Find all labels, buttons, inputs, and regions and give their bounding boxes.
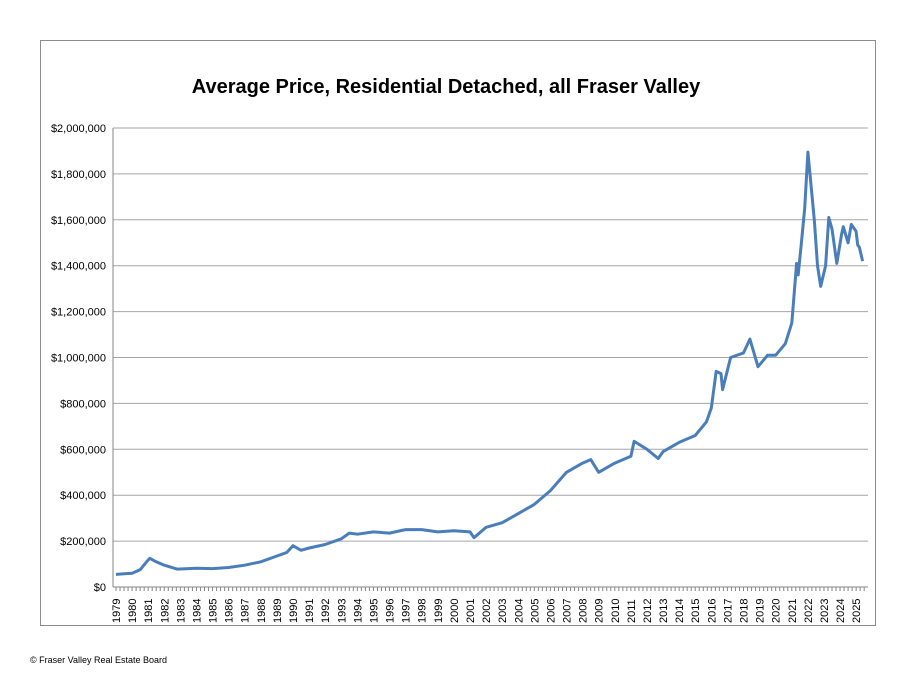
x-tick-label: 2023 (819, 599, 831, 623)
x-tick-label: 1980 (127, 599, 139, 623)
x-tick-label: 2003 (497, 599, 509, 623)
x-tick-label: 2022 (803, 599, 815, 623)
x-tick-label: 2001 (465, 599, 477, 623)
x-tick-label: 2024 (835, 599, 847, 623)
x-tick-label: 2020 (771, 599, 783, 623)
x-tick-label: 1996 (385, 599, 397, 623)
y-tick-label: $1,200,000 (51, 307, 106, 319)
x-tick-label: 2008 (578, 599, 590, 623)
x-tick-label: 1979 (111, 599, 123, 623)
x-tick-label: 1992 (320, 599, 332, 623)
x-tick-label: 1991 (304, 599, 316, 623)
x-tick-label: 2007 (562, 599, 574, 623)
x-tick-label: 1988 (256, 599, 268, 623)
x-tick-label: 2015 (690, 599, 702, 623)
x-tick-label: 2005 (529, 599, 541, 623)
x-tick-label: 1998 (417, 599, 429, 623)
x-tick-label: 1983 (175, 599, 187, 623)
x-tick-label: 1984 (191, 599, 203, 623)
x-tick-label: 1982 (159, 599, 171, 623)
x-tick-label: 2018 (739, 599, 751, 623)
x-tick-label: 2017 (722, 599, 734, 623)
series-line-average-price (115, 150, 865, 576)
x-tick-label: 2009 (594, 599, 606, 623)
x-tick-label: 2013 (658, 599, 670, 623)
y-tick-label: $400,000 (60, 490, 106, 502)
y-tick-label: $1,400,000 (51, 261, 106, 273)
y-tick-label: $200,000 (60, 536, 106, 548)
x-tick-label: 2014 (674, 599, 686, 623)
y-tick-label: $2,000,000 (51, 123, 106, 135)
x-tick-label: 2004 (513, 599, 525, 623)
x-tick-label: 2025 (851, 599, 863, 623)
x-tick-label: 1989 (272, 599, 284, 623)
x-tick-label: 1981 (143, 599, 155, 623)
x-tick-label: 1985 (208, 599, 220, 623)
y-tick-label: $1,000,000 (51, 353, 106, 365)
x-tick-label: 1990 (288, 599, 300, 623)
y-tick-label: $0 (94, 582, 106, 594)
x-tick-label: 1986 (224, 599, 236, 623)
x-tick-label: 1997 (401, 599, 413, 623)
x-tick-label: 2012 (642, 599, 654, 623)
chart-title: Average Price, Residential Detached, all… (192, 76, 701, 98)
x-tick-label: 2006 (545, 599, 557, 623)
x-tick-label: 1999 (433, 599, 445, 623)
chart-frame (40, 40, 876, 626)
x-tick-label: 2000 (449, 599, 461, 623)
y-tick-label: $600,000 (60, 444, 106, 456)
y-tick-label: $800,000 (60, 398, 106, 410)
x-tick-label: 2016 (706, 599, 718, 623)
x-tick-label: 2019 (755, 599, 767, 623)
x-tick-label: 1987 (240, 599, 252, 623)
x-tick-label: 2010 (610, 599, 622, 623)
y-tick-label: $1,600,000 (51, 215, 106, 227)
copyright-footer: © Fraser Valley Real Estate Board (30, 655, 168, 665)
x-tick-label: 2011 (626, 599, 638, 623)
x-tick-label: 2002 (481, 599, 493, 623)
x-tick-label: 1995 (368, 599, 380, 623)
y-tick-label: $1,800,000 (51, 169, 106, 181)
x-tick-label: 1993 (336, 599, 348, 623)
x-tick-label: 2021 (787, 599, 799, 623)
x-tick-label: 1994 (352, 599, 364, 623)
